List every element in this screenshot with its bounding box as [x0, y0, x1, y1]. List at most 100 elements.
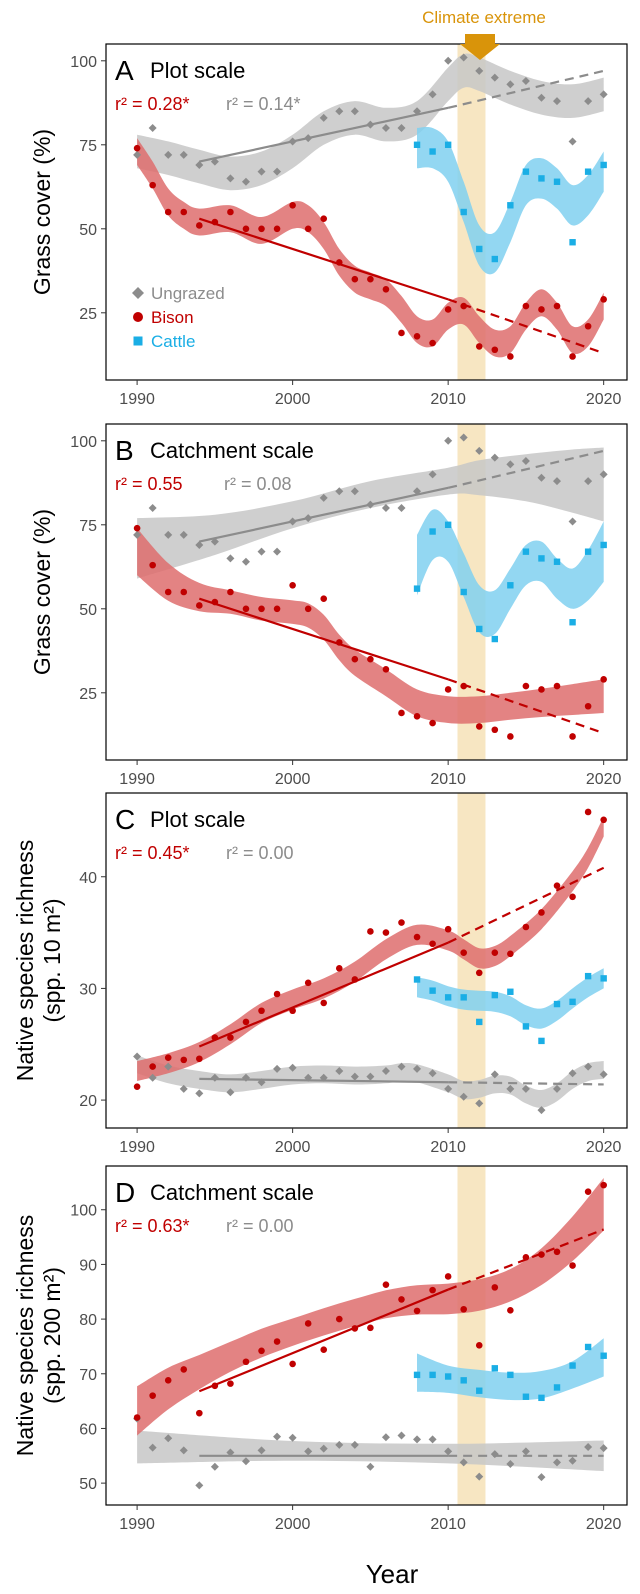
cattle-point [476, 625, 483, 633]
cattle-point [569, 1362, 576, 1369]
ungrazed-point [335, 107, 344, 116]
bison-point [227, 208, 234, 216]
y-tick-label: 100 [70, 434, 97, 451]
ungrazed-point [381, 124, 390, 132]
ungrazed-point [241, 1457, 250, 1466]
bison-point [382, 929, 390, 936]
ungrazed-point [568, 137, 577, 146]
ungrazed-r2-label: r² = 0.00 [226, 843, 294, 863]
ungrazed-point [148, 1443, 157, 1452]
bison-point [475, 1342, 483, 1349]
ungrazed-point [241, 557, 250, 566]
ungrazed-point [397, 124, 406, 132]
bison-point [507, 1307, 514, 1314]
cattle-point [584, 972, 592, 980]
bison-point [273, 1338, 281, 1345]
ungrazed-point [133, 530, 142, 539]
y-tick-label: 80 [79, 1312, 97, 1329]
bison-point [522, 923, 530, 931]
ungrazed-trend-projection [448, 1081, 604, 1086]
bison-point [289, 1007, 296, 1015]
ungrazed-point [350, 1072, 359, 1081]
bison-point [398, 1296, 405, 1303]
bison-trend-line [198, 217, 449, 301]
cattle-point [444, 994, 452, 1001]
bison-point [584, 808, 592, 816]
ungrazed-point [584, 477, 593, 486]
bison-point [491, 726, 499, 734]
cattle-confidence-band [417, 1338, 604, 1401]
ungrazed-point [444, 1447, 453, 1456]
x-tick-label: 2010 [430, 391, 466, 408]
cattle-point [476, 1387, 483, 1394]
bison-point [475, 969, 483, 977]
ungrazed-point [257, 167, 266, 176]
bison-point [460, 1305, 468, 1313]
ungrazed-point [179, 1084, 188, 1093]
cattle-point [460, 1377, 467, 1384]
y-tick-label: 90 [79, 1257, 97, 1274]
bison-point [133, 1414, 141, 1421]
y-tick-label: 25 [79, 306, 97, 323]
ungrazed-point [428, 470, 437, 479]
bison-point [227, 1380, 234, 1387]
y-tick-label: 50 [79, 222, 97, 239]
bison-point [335, 259, 343, 266]
bison-point [460, 302, 468, 310]
ungrazed-point [475, 446, 484, 455]
ungrazed-point [257, 547, 266, 556]
ungrazed-point [428, 90, 437, 99]
bison-confidence-band [137, 816, 604, 1082]
ungrazed-point [397, 1431, 406, 1440]
cattle-point [413, 976, 421, 983]
ungrazed-point [195, 160, 204, 169]
cattle-point [460, 588, 467, 596]
bison-point [242, 605, 250, 613]
bison-point [242, 1018, 250, 1026]
panel-title: Catchment scale [150, 438, 314, 463]
bison-point [133, 144, 141, 152]
y-tick-label: 40 [79, 870, 97, 887]
ungrazed-r2-label: r² = 0.00 [226, 1216, 294, 1236]
bison-point [475, 343, 483, 350]
ungrazed-point [195, 540, 204, 549]
ungrazed-point [195, 1089, 204, 1098]
ungrazed-point [553, 477, 562, 486]
ungrazed-point [459, 1092, 468, 1101]
bison-point [289, 201, 296, 209]
ungrazed-point [257, 1446, 266, 1455]
bison-point [538, 306, 545, 313]
ungrazed-point [521, 456, 530, 465]
bison-point [569, 733, 576, 740]
cattle-point [584, 1343, 592, 1351]
ungrazed-point [475, 1472, 484, 1481]
cattle-point [569, 239, 576, 246]
bison-point [522, 682, 530, 690]
panel-B: 1990 2000 2010 2020 25 50 75 100 Grass cover (%)… [29, 423, 628, 788]
cattle-point [507, 988, 514, 995]
ungrazed-point [584, 1443, 593, 1452]
cattle-point [429, 1371, 436, 1379]
cattle-point [553, 1384, 561, 1391]
cattle-point [584, 548, 592, 555]
ungrazed-point [444, 1084, 453, 1093]
plot-frame [105, 1165, 628, 1506]
ungrazed-point [397, 504, 406, 512]
panel-letter: C [115, 804, 135, 835]
y-axis-title: Grass cover (%) [29, 129, 55, 295]
cattle-point [600, 161, 607, 169]
bison-point [429, 719, 436, 727]
bison-point [413, 933, 421, 941]
ungrazed-point [553, 1458, 562, 1467]
ungrazed-point [490, 453, 499, 462]
cattle-point [476, 245, 483, 253]
bison-point [258, 1347, 265, 1355]
bison-point [227, 1034, 234, 1041]
bison-point [491, 1284, 499, 1291]
ungrazed-point [490, 1070, 499, 1079]
x-tick-label: 2020 [586, 1516, 622, 1533]
ungrazed-point [304, 514, 313, 523]
bison-point [460, 682, 468, 690]
panel-letter: D [115, 1177, 135, 1208]
ungrazed-point [133, 150, 142, 159]
